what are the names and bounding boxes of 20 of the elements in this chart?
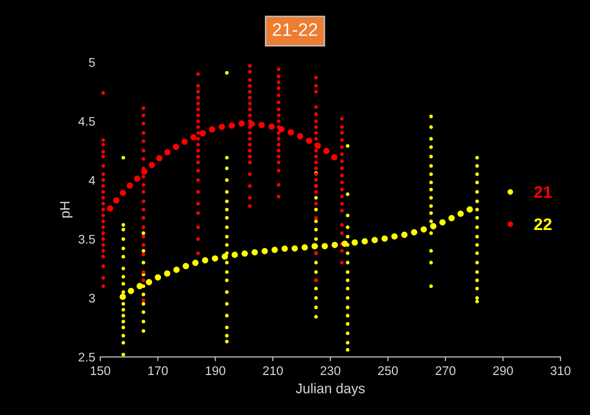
x-tick-label: 190 xyxy=(206,366,226,376)
x-tick-label: 290 xyxy=(493,366,513,376)
x-tick-label: 250 xyxy=(378,366,398,376)
y-tick-label: 3 xyxy=(88,294,95,303)
x-tick-label: 310 xyxy=(550,366,570,376)
y-tick-label: 5 xyxy=(88,58,95,67)
y-axis-title: pH xyxy=(60,202,73,218)
x-axis-title: Julian days xyxy=(296,383,365,396)
x-tick-label: 170 xyxy=(148,366,168,376)
y-tick-label: 2.5 xyxy=(78,352,95,362)
legend-label: 21 xyxy=(534,186,552,198)
x-tick-label: 230 xyxy=(320,366,340,376)
chart-title: 21-22 xyxy=(272,23,318,36)
y-tick-label: 3.5 xyxy=(78,234,95,244)
x-tick-label: 270 xyxy=(436,366,456,376)
y-tick-label: 4 xyxy=(88,176,96,185)
x-tick-label: 150 xyxy=(90,366,110,376)
x-tick-label: 210 xyxy=(263,366,283,376)
legend-label: 22 xyxy=(534,218,552,230)
y-tick-label: 4.5 xyxy=(78,117,95,126)
